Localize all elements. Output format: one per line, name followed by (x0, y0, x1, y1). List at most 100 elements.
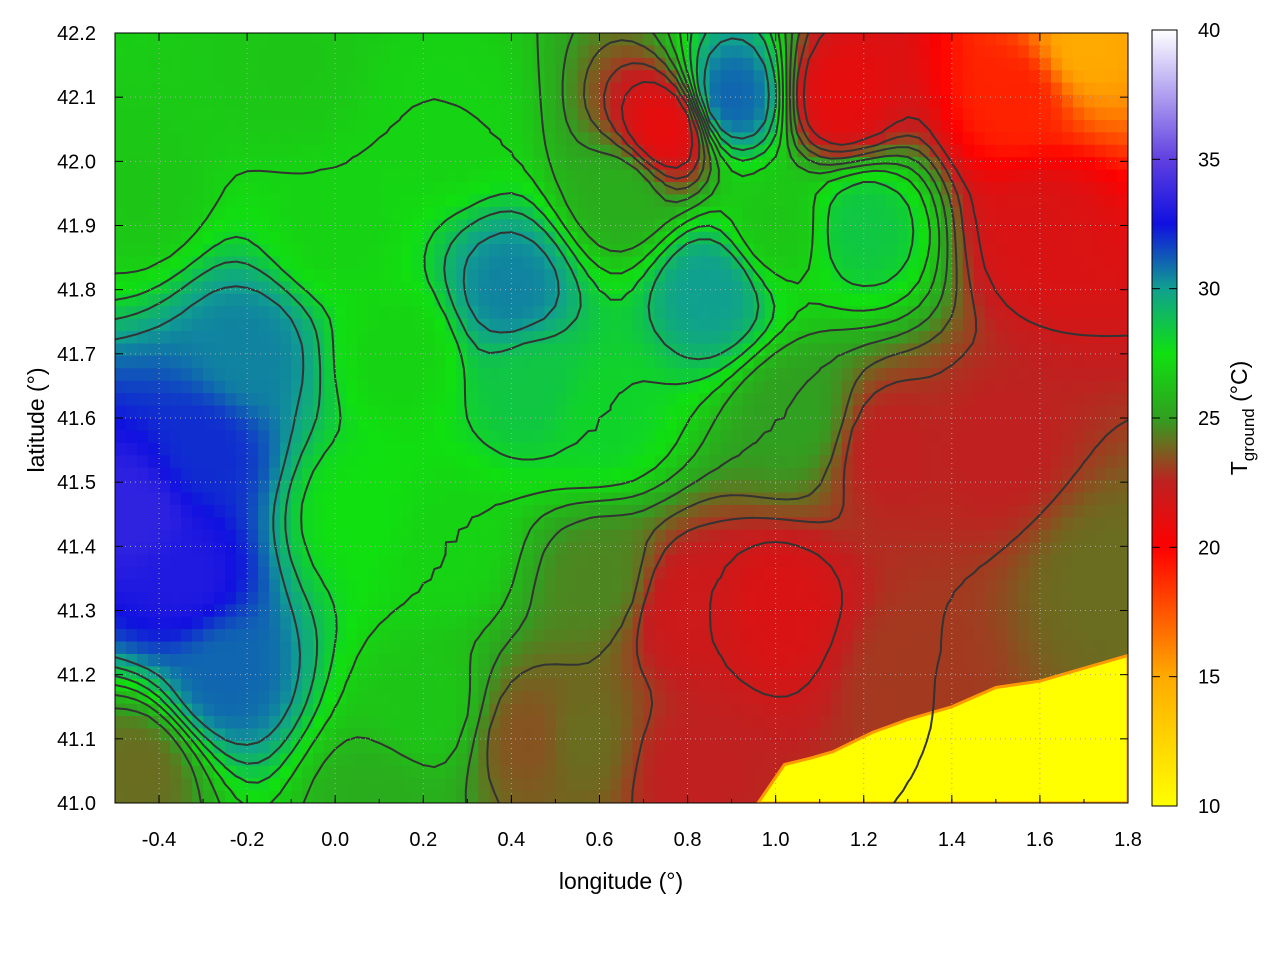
heatmap-cell (357, 256, 369, 270)
heatmap-cell (973, 418, 986, 432)
heatmap-cell (335, 442, 347, 456)
heatmap-cell (1083, 554, 1096, 568)
heatmap-cell (819, 579, 832, 593)
heatmap-cell (511, 405, 523, 419)
heatmap-cell (115, 157, 127, 171)
heatmap-cell (500, 256, 512, 270)
heatmap-cell (302, 231, 314, 245)
heatmap-cell (852, 517, 865, 531)
heatmap-cell (533, 542, 546, 556)
heatmap-cell (797, 678, 810, 692)
heatmap-cell (379, 455, 391, 469)
heatmap-cell (665, 306, 678, 320)
heatmap-cell (159, 169, 171, 183)
heatmap-cell (445, 629, 457, 643)
heatmap-cell (324, 703, 336, 717)
heatmap-cell (687, 554, 700, 568)
heatmap-cell (566, 70, 579, 84)
heatmap-cell (170, 95, 182, 109)
heatmap-cell (478, 554, 490, 568)
heatmap-cell (1094, 132, 1107, 146)
heatmap-cell (368, 380, 380, 394)
heatmap-cell (258, 182, 270, 196)
heatmap-cell (951, 567, 964, 581)
heatmap-cell (995, 256, 1008, 270)
heatmap-cell (1061, 368, 1074, 382)
heatmap-cell (214, 244, 226, 258)
heatmap-cell (599, 542, 612, 556)
heatmap-cell (973, 604, 986, 618)
heatmap-cell (753, 318, 766, 332)
heatmap-cell (291, 653, 303, 667)
heatmap-cell (214, 144, 226, 158)
heatmap-cell (566, 678, 579, 692)
heatmap-cell (434, 343, 446, 357)
heatmap-cell (346, 343, 358, 357)
heatmap-cell (214, 616, 226, 630)
heatmap-cell (126, 144, 138, 158)
heatmap-cell (467, 256, 479, 270)
heatmap-cell (929, 616, 942, 630)
heatmap-cell (500, 604, 512, 618)
heatmap-cell (181, 281, 193, 295)
heatmap-cell (676, 231, 689, 245)
heatmap-cell (676, 119, 689, 133)
heatmap-cell (247, 331, 259, 345)
heatmap-cell (698, 430, 711, 444)
heatmap-cell (324, 393, 336, 407)
heatmap-cell (258, 194, 270, 208)
heatmap-cell (698, 244, 711, 258)
heatmap-cell (643, 641, 656, 655)
heatmap-cell (709, 616, 722, 630)
heatmap-cell (467, 653, 479, 667)
heatmap-cell (1017, 244, 1030, 258)
heatmap-cell (808, 567, 821, 581)
heatmap-cell (280, 157, 292, 171)
heatmap-cell (1105, 70, 1118, 84)
heatmap-cell (1006, 331, 1019, 345)
heatmap-cell (1006, 268, 1019, 282)
heatmap-cell (313, 57, 325, 71)
heatmap-cell (1017, 343, 1030, 357)
heatmap-cell (577, 567, 590, 581)
heatmap-cell (610, 132, 623, 146)
heatmap-cell (1017, 281, 1030, 295)
heatmap-cell (467, 629, 479, 643)
heatmap-cell (896, 206, 909, 220)
heatmap-cell (335, 132, 347, 146)
heatmap-cell (830, 82, 843, 96)
heatmap-cell (962, 529, 975, 543)
heatmap-cell (280, 70, 292, 84)
heatmap-cell (511, 82, 523, 96)
heatmap-cell (1028, 418, 1041, 432)
heatmap-cell (808, 405, 821, 419)
heatmap-cell (170, 529, 182, 543)
heatmap-cell (478, 169, 490, 183)
heatmap-cell (126, 641, 138, 655)
heatmap-cell (1050, 504, 1063, 518)
heatmap-cell (819, 119, 832, 133)
heatmap-cell (830, 678, 843, 692)
heatmap-cell (247, 343, 259, 357)
heatmap-cell (555, 591, 568, 605)
heatmap-cell (302, 33, 314, 47)
heatmap-cell (357, 219, 369, 233)
heatmap-cell (148, 268, 160, 282)
heatmap-cell (665, 529, 678, 543)
heatmap-cell (907, 467, 920, 481)
heatmap-cell (566, 182, 579, 196)
heatmap-cell (511, 331, 523, 345)
heatmap-cell (412, 306, 424, 320)
heatmap-cell (159, 244, 171, 258)
heatmap-cell (951, 33, 964, 47)
heatmap-cell (159, 194, 171, 208)
heatmap-cell (1028, 641, 1041, 655)
heatmap-cell (621, 467, 634, 481)
heatmap-cell (555, 678, 568, 692)
heatmap-cell (577, 529, 590, 543)
heatmap-cell (445, 206, 457, 220)
heatmap-cell (588, 405, 601, 419)
heatmap-cell (280, 132, 292, 146)
heatmap-cell (1105, 268, 1118, 282)
heatmap-cell (148, 206, 160, 220)
